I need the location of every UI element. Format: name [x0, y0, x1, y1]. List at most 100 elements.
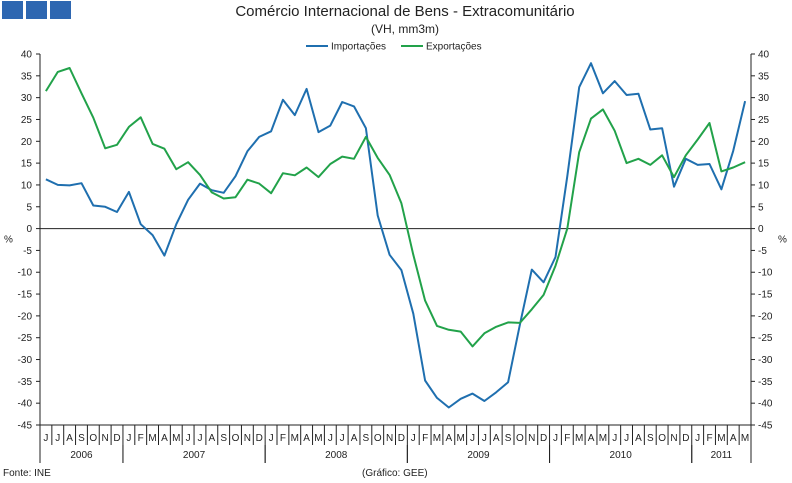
- x-tick-label: M: [433, 433, 441, 444]
- x-tick-label: J: [411, 433, 416, 444]
- y-tick-label-right: -25: [758, 333, 773, 344]
- x-tick-label: J: [482, 433, 487, 444]
- x-tick-label: S: [220, 433, 227, 444]
- logo-square: [2, 1, 23, 19]
- y-tick-label: 15: [21, 159, 33, 170]
- y-tick-label: -30: [18, 355, 33, 366]
- x-tick-label: O: [374, 433, 382, 444]
- x-tick-label: J: [695, 433, 700, 444]
- x-tick-label: A: [303, 433, 310, 444]
- legend: Importações Exportações: [306, 42, 482, 53]
- x-tick-label: M: [457, 433, 465, 444]
- x-tick-label: A: [730, 433, 737, 444]
- source-note: Fonte: INE: [3, 468, 51, 479]
- x-tick-label: M: [314, 433, 322, 444]
- x-tick-label: A: [208, 433, 215, 444]
- x-tick-label: J: [340, 433, 345, 444]
- x-tick-label: N: [386, 433, 393, 444]
- x-tick-label: M: [291, 433, 299, 444]
- x-tick-label: N: [102, 433, 109, 444]
- y-tick-label-right: -40: [758, 399, 773, 410]
- x-tick-label: J: [43, 433, 48, 444]
- x-tick-label: D: [540, 433, 547, 444]
- y-tick-label-right: 20: [758, 137, 770, 148]
- x-tick-label: F: [706, 433, 712, 444]
- x-tick-label: O: [89, 433, 97, 444]
- year-label: 2006: [70, 450, 93, 461]
- y-tick-label-right: -20: [758, 311, 773, 322]
- brand-logo: [2, 1, 72, 19]
- y-tick-label: 35: [21, 71, 33, 82]
- x-tick-label: N: [244, 433, 251, 444]
- y-tick-label: 10: [21, 180, 33, 191]
- y-tick-label: -25: [18, 333, 33, 344]
- x-tick-label: F: [422, 433, 428, 444]
- x-tick-label: J: [470, 433, 475, 444]
- y-tick-label-right: 15: [758, 159, 770, 170]
- y-tick-label-right: -5: [758, 246, 767, 257]
- y-tick-label-right: 5: [758, 202, 764, 213]
- x-tick-label: J: [126, 433, 131, 444]
- x-tick-label: N: [670, 433, 677, 444]
- x-tick-label: S: [78, 433, 85, 444]
- x-tick-label: O: [232, 433, 240, 444]
- y-tick-label: 5: [26, 202, 32, 213]
- x-tick-label: M: [599, 433, 607, 444]
- year-label: 2009: [467, 450, 490, 461]
- y-tick-label-right: 30: [758, 93, 770, 104]
- x-tick-label: M: [575, 433, 583, 444]
- x-tick-label: A: [161, 433, 168, 444]
- x-tick-label: J: [624, 433, 629, 444]
- x-tick-label: D: [398, 433, 405, 444]
- y-tick-label-right: 40: [758, 50, 770, 61]
- x-tick-label: D: [682, 433, 689, 444]
- year-label: 2008: [325, 450, 348, 461]
- x-tick-label: J: [186, 433, 191, 444]
- series-layer: [45, 62, 747, 409]
- y-tick-label: -10: [18, 268, 33, 279]
- x-tick-label: A: [66, 433, 73, 444]
- series-line-exportacoes: [45, 67, 746, 348]
- x-tick-label: F: [138, 433, 144, 444]
- x-tick-label: F: [564, 433, 570, 444]
- x-tick-label: J: [55, 433, 60, 444]
- y-tick-label-right: 10: [758, 180, 770, 191]
- y-tick-label: -15: [18, 290, 33, 301]
- x-tick-label: J: [328, 433, 333, 444]
- x-tick-label: A: [635, 433, 642, 444]
- legend-label: Importações: [331, 42, 386, 53]
- x-tick-label: M: [148, 433, 156, 444]
- y-tick-label: -45: [18, 421, 33, 432]
- x-tick-label: J: [269, 433, 274, 444]
- x-tick-label: J: [197, 433, 202, 444]
- credit-note: (Gráfico: GEE): [362, 468, 428, 479]
- chart-title: Comércio Internacional de Bens - Extraco…: [235, 3, 575, 20]
- y-tick-label-right: -15: [758, 290, 773, 301]
- x-tick-label: D: [256, 433, 263, 444]
- chart-subtitle: (VH, mm3m): [371, 22, 439, 36]
- y-tick-label: 30: [21, 93, 33, 104]
- legend-label: Exportações: [426, 42, 482, 53]
- y-tick-label-right: 35: [758, 71, 770, 82]
- y-tick-label: 0: [26, 224, 32, 235]
- series-line-importacoes: [45, 62, 747, 409]
- logo-square: [50, 1, 71, 19]
- x-tick-label: M: [741, 433, 749, 444]
- x-tick-label: S: [363, 433, 370, 444]
- x-tick-label: J: [612, 433, 617, 444]
- y-tick-label: 25: [21, 115, 33, 126]
- x-tick-label: S: [647, 433, 654, 444]
- x-tick-label: O: [516, 433, 524, 444]
- x-tick-label: A: [445, 433, 452, 444]
- y-tick-label-right: 0: [758, 224, 764, 235]
- y-tick-label: 20: [21, 137, 33, 148]
- y-tick-label: -35: [18, 377, 33, 388]
- x-tick-label: N: [528, 433, 535, 444]
- x-tick-label: A: [493, 433, 500, 444]
- y-tick-label: -5: [23, 246, 32, 257]
- x-tick-label: A: [588, 433, 595, 444]
- y-tick-label-right: -45: [758, 421, 773, 432]
- x-tick-label: A: [351, 433, 358, 444]
- x-tick-label: S: [505, 433, 512, 444]
- y-tick-label: 40: [21, 50, 33, 61]
